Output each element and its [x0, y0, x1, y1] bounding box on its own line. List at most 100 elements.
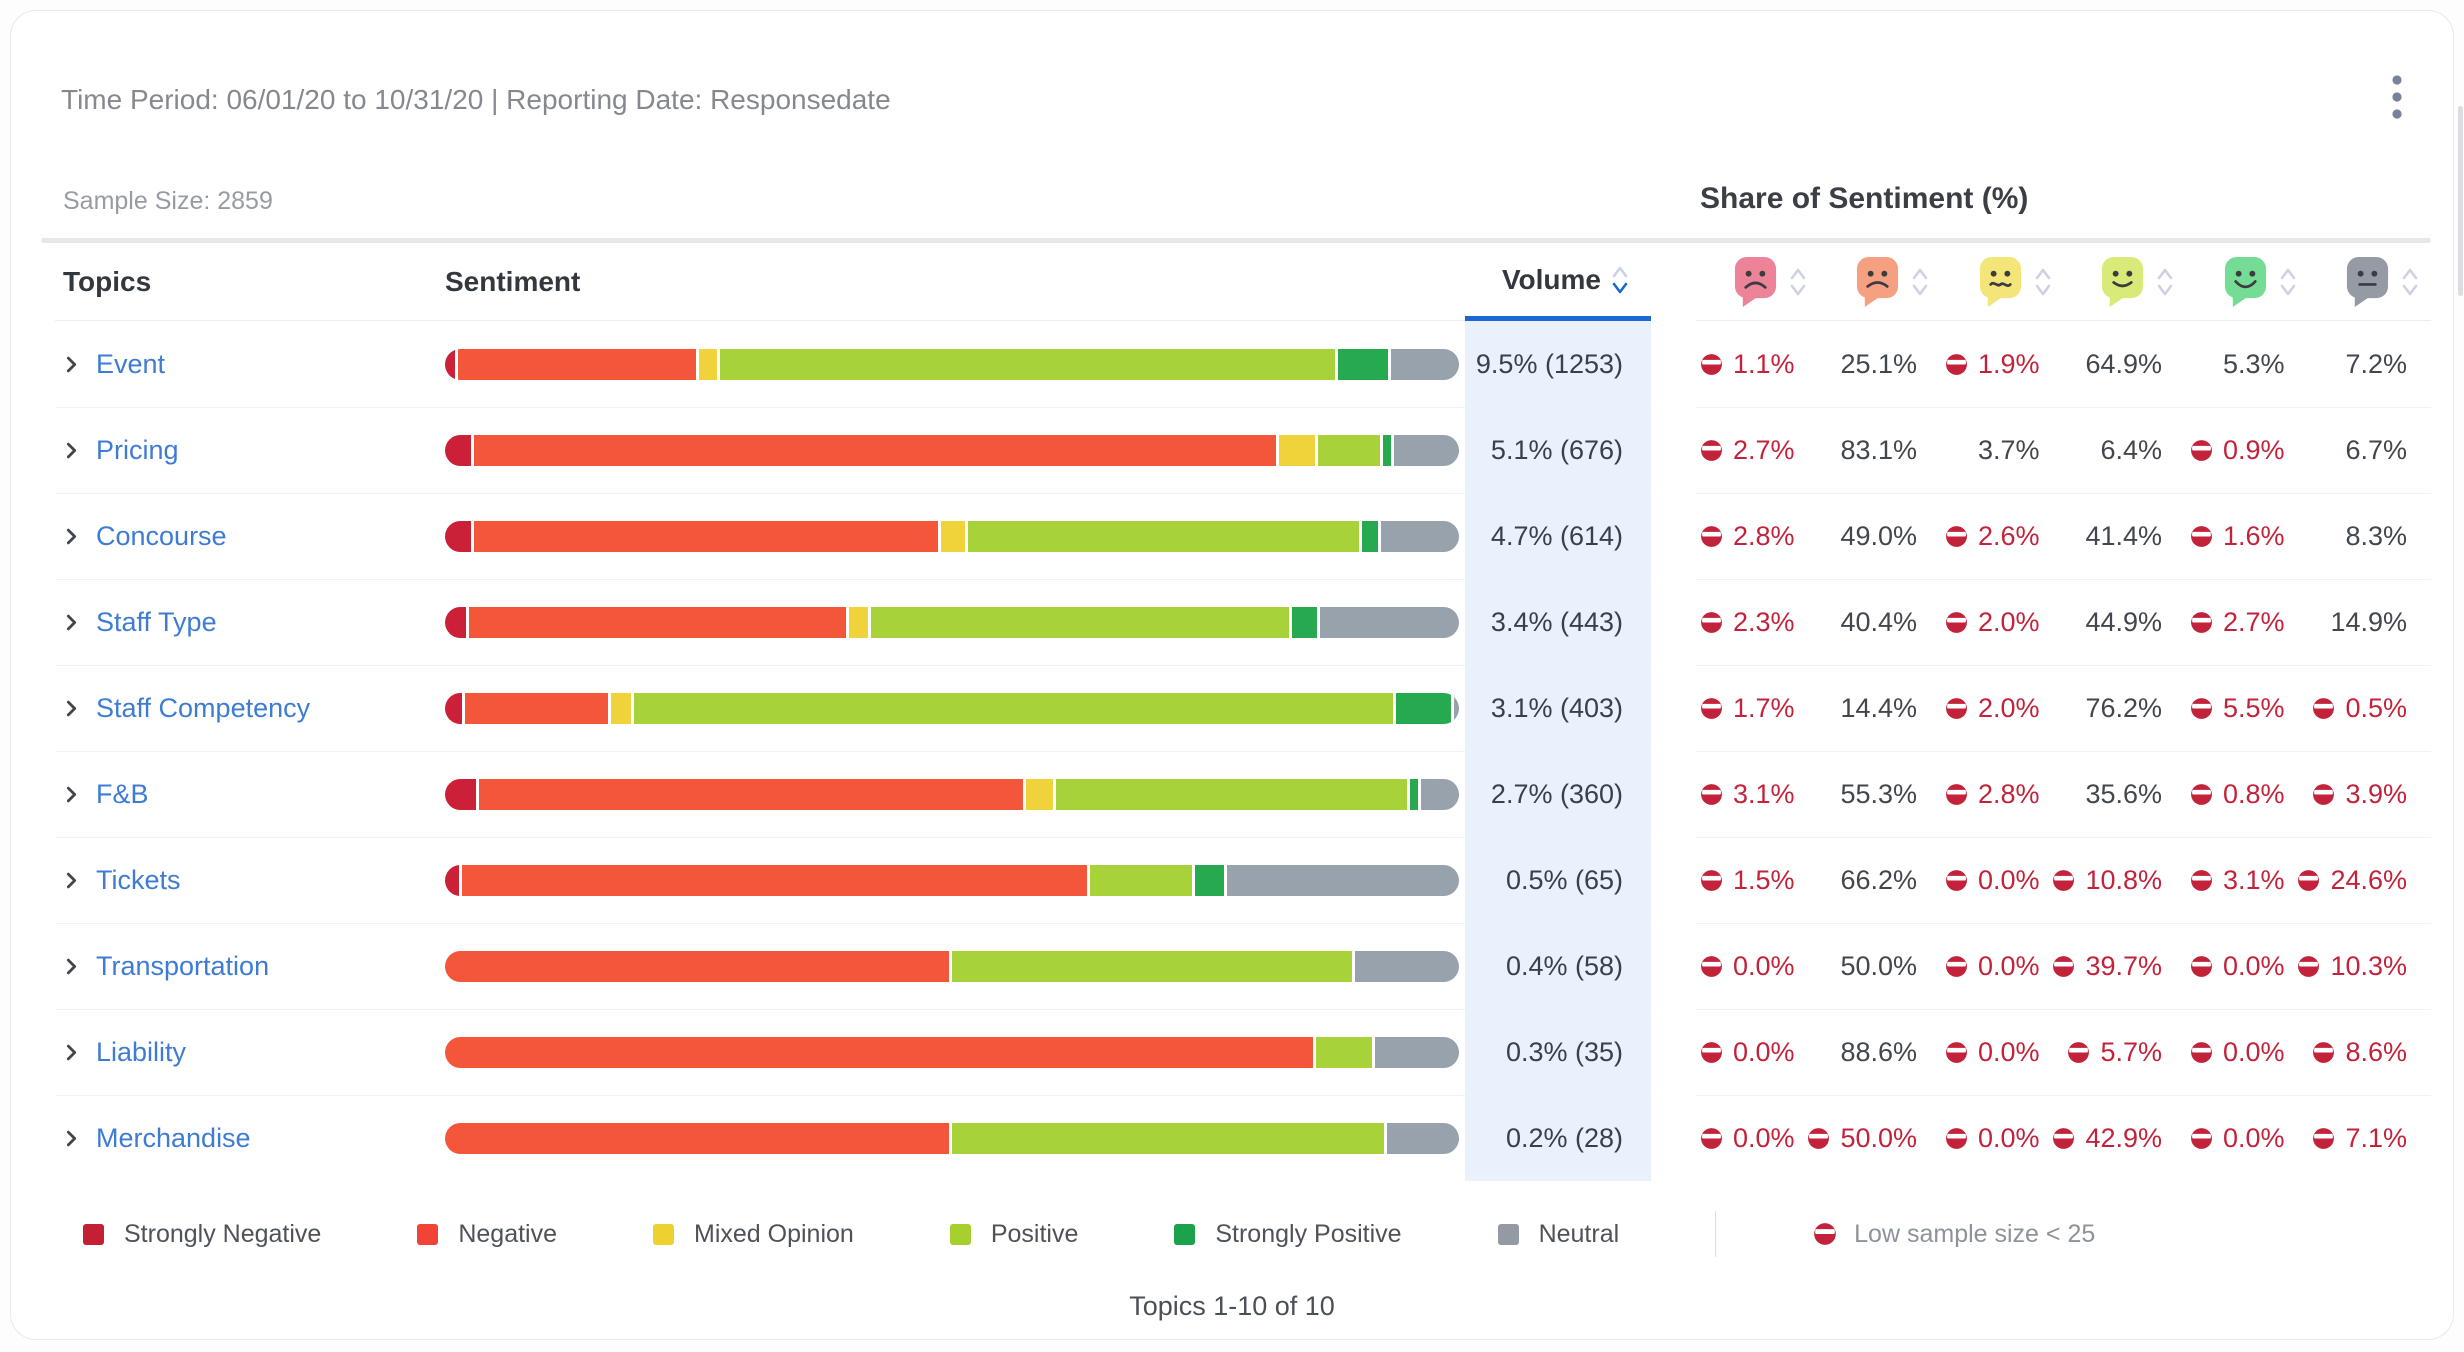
low-sample-icon	[2191, 1042, 2212, 1063]
share-value: 50.0%	[1840, 1123, 1917, 1153]
share-cell: 50.0%	[1818, 923, 1941, 1009]
sentiment-bar[interactable]	[445, 951, 1459, 982]
volume-cell: 4.7% (614)	[1465, 493, 1651, 579]
share-value: 0.0%	[1977, 951, 2040, 981]
expand-chevron-icon[interactable]	[63, 700, 80, 717]
share-value: 24.6%	[2330, 865, 2407, 895]
expand-chevron-icon[interactable]	[63, 1130, 80, 1147]
expand-chevron-icon[interactable]	[63, 786, 80, 803]
negative-column-header[interactable]	[1818, 243, 1941, 321]
share-value: 8.3%	[2345, 521, 2407, 551]
share-value: 49.0%	[1840, 521, 1917, 551]
bar-segment-strongly-positive	[1194, 865, 1224, 896]
bar-segment-positive	[1315, 1037, 1372, 1068]
topic-cell: Concourse	[55, 493, 445, 579]
sort-icon[interactable]	[2399, 264, 2421, 300]
topic-cell: Merchandise	[55, 1095, 445, 1181]
bar-segment-negative	[469, 607, 846, 638]
legend-label: Strongly Positive	[1215, 1219, 1402, 1248]
sentiment-bar[interactable]	[445, 865, 1459, 896]
kebab-menu-icon[interactable]	[2381, 69, 2413, 130]
sentiment-bar[interactable]	[445, 607, 1459, 638]
share-cell: 66.2%	[1818, 837, 1941, 923]
sentiment-bar[interactable]	[445, 1123, 1459, 1154]
share-value: 1.1%	[1732, 348, 1795, 379]
legend-label: Neutral	[1538, 1219, 1620, 1248]
expand-chevron-icon[interactable]	[63, 1044, 80, 1061]
strongly-positive-column-header[interactable]	[2186, 243, 2309, 321]
sentiment-bar[interactable]	[445, 779, 1459, 810]
low-sample-icon	[1701, 1042, 1722, 1063]
topic-cell: Staff Competency	[55, 665, 445, 751]
expand-chevron-icon[interactable]	[63, 442, 80, 459]
volume-cell: 0.5% (65)	[1465, 837, 1651, 923]
bar-segment-strongly-negative	[445, 435, 472, 466]
sort-icon[interactable]	[2032, 264, 2054, 300]
topic-link[interactable]: Staff Competency	[96, 693, 311, 723]
scrollbar[interactable]	[2458, 106, 2463, 296]
legend-swatch	[1497, 1223, 1519, 1245]
bar-segment-strongly-positive	[1362, 521, 1378, 552]
low-sample-icon	[1946, 526, 1967, 547]
volume-sort-icon[interactable]	[1609, 262, 1631, 298]
topic-link[interactable]: Tickets	[96, 865, 181, 895]
strongly-positive-face-icon	[2224, 257, 2266, 307]
share-value: 2.6%	[1977, 521, 2040, 551]
topic-link[interactable]: Liability	[96, 1037, 187, 1067]
share-value: 3.1%	[2222, 865, 2285, 895]
share-value: 39.7%	[2085, 951, 2162, 981]
expand-chevron-icon[interactable]	[63, 356, 80, 373]
sort-icon[interactable]	[2154, 264, 2176, 300]
sort-icon[interactable]	[2277, 264, 2299, 300]
topic-link[interactable]: Concourse	[96, 521, 227, 551]
low-sample-icon	[2313, 1128, 2335, 1149]
topic-cell: Transportation	[55, 923, 445, 1009]
topic-link[interactable]: Merchandise	[96, 1123, 251, 1153]
share-value: 25.1%	[1840, 348, 1917, 379]
share-value: 42.9%	[2085, 1123, 2162, 1153]
share-cell: 0.0%	[1941, 1009, 2064, 1095]
sentiment-dashboard-card: Time Period: 06/01/20 to 10/31/20 | Repo…	[10, 10, 2454, 1340]
topic-link[interactable]: Event	[96, 348, 166, 379]
sentiment-bar[interactable]	[445, 693, 1459, 724]
share-of-sentiment-title: Share of Sentiment (%)	[1700, 182, 2029, 215]
expand-chevron-icon[interactable]	[63, 872, 80, 889]
share-value: 1.9%	[1977, 348, 2040, 379]
sentiment-bar[interactable]	[445, 348, 1459, 380]
neutral-column-header[interactable]	[2308, 243, 2431, 321]
expand-chevron-icon[interactable]	[63, 614, 80, 631]
topic-link[interactable]: F&B	[96, 779, 149, 809]
positive-column-header[interactable]	[2063, 243, 2186, 321]
volume-value: 0.3% (35)	[1505, 1037, 1623, 1067]
share-value: 5.7%	[2100, 1037, 2162, 1067]
share-cell: 0.0%	[2186, 923, 2309, 1009]
low-sample-icon	[1701, 1128, 1722, 1149]
low-sample-icon	[1946, 698, 1967, 719]
low-sample-icon	[1814, 1223, 1836, 1245]
volume-column-header[interactable]: Volume	[1465, 243, 1651, 321]
topic-link[interactable]: Staff Type	[96, 607, 217, 637]
pagination-label: Topics 1-10 of 10	[1129, 1291, 1335, 1321]
topic-link[interactable]: Pricing	[96, 435, 179, 465]
legend-label: Strongly Negative	[124, 1219, 322, 1248]
bar-segment-positive	[720, 348, 1335, 380]
mixed-opinion-column-header[interactable]	[1941, 243, 2064, 321]
share-value: 6.7%	[2345, 435, 2407, 465]
share-value: 55.3%	[1840, 779, 1917, 809]
sentiment-bar[interactable]	[445, 435, 1459, 466]
sentiment-bar[interactable]	[445, 521, 1459, 552]
topic-link[interactable]: Transportation	[96, 951, 270, 981]
sort-icon[interactable]	[1787, 264, 1809, 300]
sentiment-bar-cell	[445, 321, 1465, 407]
sentiment-bar-cell	[445, 579, 1465, 665]
low-sample-icon	[2191, 784, 2212, 805]
sentiment-bar[interactable]	[445, 1037, 1459, 1068]
strongly-negative-column-header[interactable]	[1696, 243, 1819, 321]
expand-chevron-icon[interactable]	[63, 528, 80, 545]
share-cell: 0.0%	[1941, 1095, 2064, 1181]
expand-chevron-icon[interactable]	[63, 958, 80, 975]
legend-item: Mixed Opinion	[653, 1220, 854, 1249]
bar-segment-positive	[1317, 435, 1380, 466]
sort-icon[interactable]	[1909, 264, 1931, 300]
bar-segment-mixed-opinion	[1279, 435, 1315, 466]
